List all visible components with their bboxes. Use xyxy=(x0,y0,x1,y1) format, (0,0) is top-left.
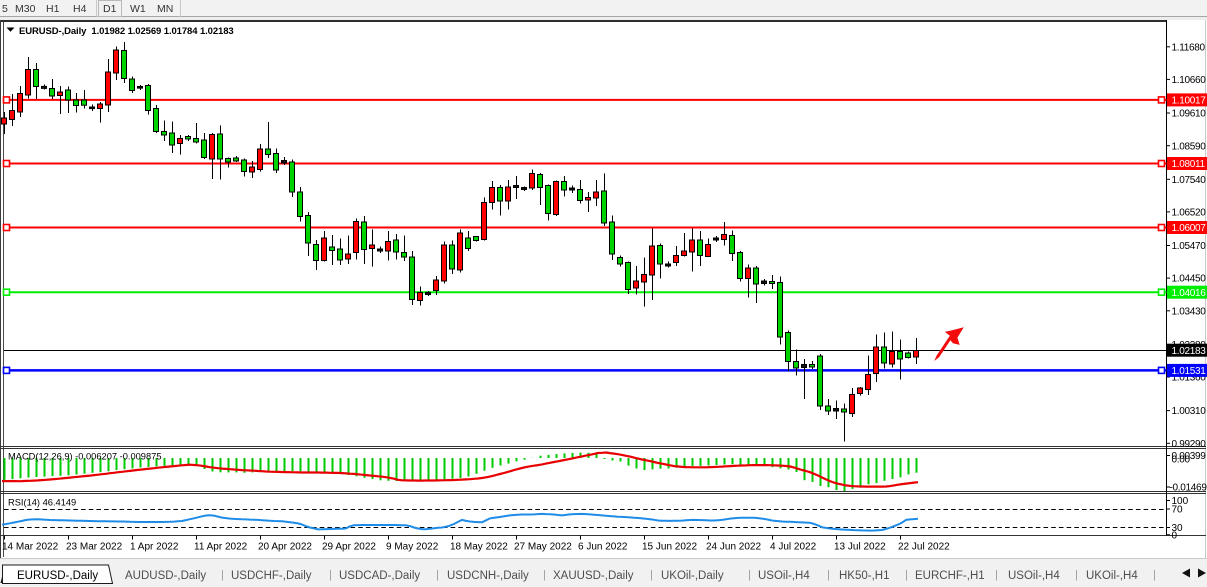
svg-text:MN: MN xyxy=(157,3,173,15)
svg-text:11 Apr 2022: 11 Apr 2022 xyxy=(194,542,248,553)
svg-text:USOil-,H4: USOil-,H4 xyxy=(758,570,810,582)
svg-text:|: | xyxy=(995,569,998,581)
svg-text:1.04450: 1.04450 xyxy=(1172,274,1207,285)
svg-text:100: 100 xyxy=(1172,496,1189,507)
svg-text:AUDUSD-,Daily: AUDUSD-,Daily xyxy=(125,570,206,582)
svg-text:14 Mar 2022: 14 Mar 2022 xyxy=(2,542,59,553)
svg-text:1.05470: 1.05470 xyxy=(1172,241,1207,252)
svg-text:70: 70 xyxy=(1172,505,1184,516)
svg-text:|: | xyxy=(1153,569,1156,581)
svg-text:1.10660: 1.10660 xyxy=(1172,75,1207,86)
svg-text:1.01360: 1.01360 xyxy=(1172,373,1207,384)
svg-text:24 Jun 2022: 24 Jun 2022 xyxy=(706,542,761,553)
svg-text:|: | xyxy=(543,569,546,581)
svg-text:23 Mar 2022: 23 Mar 2022 xyxy=(66,542,123,553)
svg-text:1.06007: 1.06007 xyxy=(1172,223,1207,234)
svg-text:13 Jul 2022: 13 Jul 2022 xyxy=(834,542,886,553)
svg-text:MACD(12,26,9) -0.006207 -0.009: MACD(12,26,9) -0.006207 -0.009875 xyxy=(8,451,162,461)
svg-text:30: 30 xyxy=(1172,523,1184,534)
svg-text:|: | xyxy=(1075,569,1078,581)
svg-text:|: | xyxy=(905,569,908,581)
svg-text:20 Apr 2022: 20 Apr 2022 xyxy=(258,542,312,553)
svg-text:1.06520: 1.06520 xyxy=(1172,208,1207,219)
svg-text:1.00310: 1.00310 xyxy=(1172,406,1207,417)
svg-text:18 May 2022: 18 May 2022 xyxy=(450,542,508,553)
svg-text:-0.01469: -0.01469 xyxy=(1170,482,1207,493)
svg-text:RSI(14) 46.4149: RSI(14) 46.4149 xyxy=(8,497,76,507)
svg-text:5: 5 xyxy=(2,3,8,15)
svg-text:EURCHF-,H1: EURCHF-,H1 xyxy=(915,570,985,582)
svg-text:UKOil-,H4: UKOil-,H4 xyxy=(1086,570,1138,582)
svg-text:|: | xyxy=(827,569,830,581)
svg-text:|: | xyxy=(221,569,224,581)
svg-text:0.00: 0.00 xyxy=(1172,454,1191,465)
svg-text:D1: D1 xyxy=(103,3,117,15)
svg-text:0.99290: 0.99290 xyxy=(1172,439,1207,450)
svg-text:W1: W1 xyxy=(130,3,146,15)
svg-text:1.08590: 1.08590 xyxy=(1172,141,1207,152)
svg-text:USDCNH-,Daily: USDCNH-,Daily xyxy=(447,570,529,582)
svg-text:0.00399: 0.00399 xyxy=(1172,451,1207,462)
svg-text:1.04016: 1.04016 xyxy=(1172,288,1207,299)
svg-text:6 Jun 2022: 6 Jun 2022 xyxy=(578,542,628,553)
svg-text:USDCAD-,Daily: USDCAD-,Daily xyxy=(339,570,420,582)
svg-text:H4: H4 xyxy=(73,3,87,15)
svg-text:USDCHF-,Daily: USDCHF-,Daily xyxy=(231,570,312,582)
svg-text:XAUUSD-,Daily: XAUUSD-,Daily xyxy=(553,570,634,582)
svg-text:0: 0 xyxy=(1172,530,1178,541)
svg-text:4 Jul 2022: 4 Jul 2022 xyxy=(770,542,817,553)
svg-text:HK50-,H1: HK50-,H1 xyxy=(839,570,890,582)
svg-text:29 Apr 2022: 29 Apr 2022 xyxy=(322,542,376,553)
svg-text:|: | xyxy=(329,569,332,581)
svg-text:15 Jun 2022: 15 Jun 2022 xyxy=(642,542,697,553)
svg-text:M30: M30 xyxy=(15,3,36,15)
svg-text:H1: H1 xyxy=(46,3,60,15)
svg-text:USOil-,H4: USOil-,H4 xyxy=(1008,570,1060,582)
svg-text:1 Apr 2022: 1 Apr 2022 xyxy=(130,542,179,553)
svg-text:9 May 2022: 9 May 2022 xyxy=(386,542,439,553)
svg-text:1.09610: 1.09610 xyxy=(1172,109,1207,120)
svg-text:27 May 2022: 27 May 2022 xyxy=(514,542,572,553)
svg-text:EURUSD-,Daily: EURUSD-,Daily xyxy=(17,570,98,582)
svg-text:|: | xyxy=(650,569,653,581)
svg-text:1.01531: 1.01531 xyxy=(1172,366,1207,377)
svg-text:UKOil-,Daily: UKOil-,Daily xyxy=(661,570,724,582)
svg-text:1.02183: 1.02183 xyxy=(1172,346,1207,357)
svg-text:1.07540: 1.07540 xyxy=(1172,175,1207,186)
svg-text:1.10017: 1.10017 xyxy=(1172,96,1207,107)
svg-text:1.03430: 1.03430 xyxy=(1172,306,1207,317)
svg-text:EURUSD-,Daily 1.01982 1.02569: EURUSD-,Daily 1.01982 1.02569 1.01784 1.… xyxy=(19,26,234,37)
svg-text:|: | xyxy=(436,569,439,581)
svg-text:|: | xyxy=(748,569,751,581)
svg-text:1.11680: 1.11680 xyxy=(1172,42,1206,53)
svg-text:22 Jul 2022: 22 Jul 2022 xyxy=(898,542,950,553)
svg-text:1.08011: 1.08011 xyxy=(1172,159,1206,170)
